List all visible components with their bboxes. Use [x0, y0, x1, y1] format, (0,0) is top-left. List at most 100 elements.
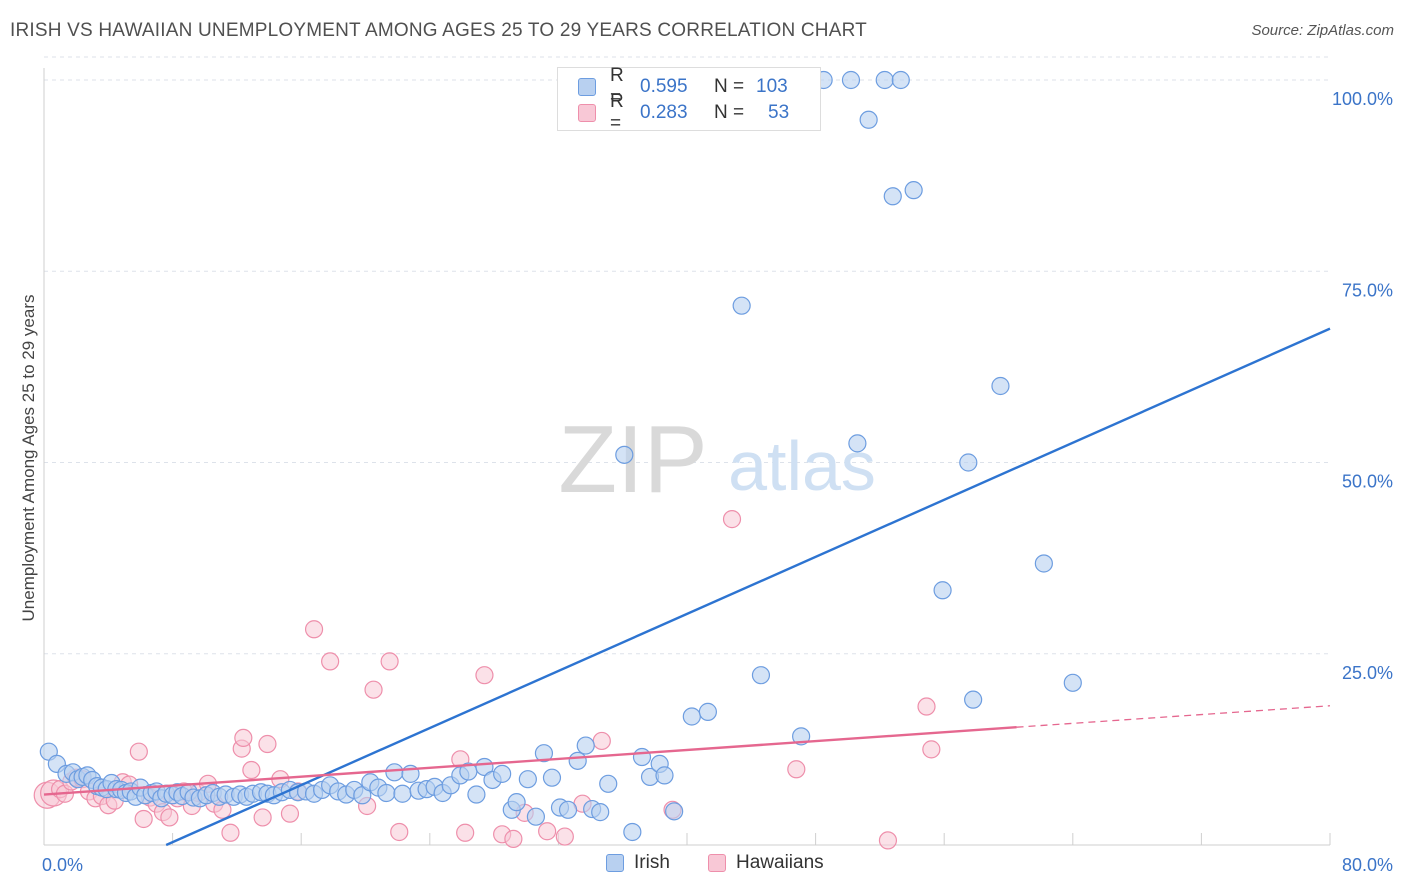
hawaiians-point	[280, 804, 300, 823]
irish-point	[682, 707, 701, 726]
irish-point	[385, 763, 404, 782]
bottom-irish-label: Irish	[634, 852, 670, 873]
hawaiians-point	[538, 822, 557, 841]
irish-point	[518, 770, 537, 789]
irish-point	[875, 70, 894, 90]
hawaiians-point	[475, 666, 494, 685]
hawaiians-point	[321, 652, 340, 671]
irish-point	[1034, 554, 1053, 573]
irish-point	[859, 110, 878, 129]
irish-trend-line	[165, 327, 1331, 847]
irish-point	[576, 736, 595, 755]
watermark: ZIP atlas	[558, 406, 876, 513]
hawaiians-point	[253, 808, 272, 827]
irish-point	[353, 786, 372, 805]
irish-point	[933, 581, 952, 600]
hawaiians-point	[917, 697, 936, 716]
hawaiians-point	[134, 809, 153, 829]
hawaiians-point	[555, 827, 574, 846]
hawaiians-point	[129, 742, 148, 761]
irish-swatch	[578, 78, 596, 96]
hawaiians-n-value: 53	[768, 102, 790, 123]
irish-point	[665, 802, 684, 821]
hawaiians-trend-extension	[1016, 705, 1331, 728]
bottom-legend-hawaiians: Hawaiians	[708, 852, 824, 874]
irish-point	[591, 803, 610, 822]
irish-point	[615, 445, 634, 464]
hawaiians-point	[234, 728, 253, 748]
irish-point	[991, 376, 1010, 396]
y-axis-label: Unemployment Among Ages 25 to 29 years	[19, 295, 38, 622]
irish-point	[467, 785, 486, 804]
irish-point	[841, 70, 861, 90]
irish-point	[526, 807, 545, 826]
hawaiians-point	[380, 652, 399, 671]
irish-point	[507, 793, 526, 812]
x-tick-label-min: 0.0%	[42, 855, 83, 875]
hawaiians-n-label: N =	[714, 102, 745, 123]
hawaiians-point	[160, 808, 179, 827]
bottom-legend-irish: Irish	[606, 852, 670, 874]
hawaiians-point	[722, 510, 742, 529]
hawaiians-point	[258, 734, 277, 754]
irish-point	[632, 747, 652, 767]
hawaiians-point	[456, 823, 475, 842]
irish-point	[558, 800, 578, 819]
legend-row-irish: R = 0.595 N = 103	[578, 65, 788, 108]
hawaiians-point	[390, 822, 409, 842]
hawaiians-r-label: R =	[610, 91, 624, 134]
y-tick-label-100: 100.0%	[1332, 89, 1393, 109]
y-tick-label-25: 25.0%	[1342, 663, 1393, 683]
irish-n-value: 103	[756, 76, 788, 97]
hawaiians-point	[787, 760, 806, 779]
stats-legend: R = 0.595 N = 103 R = 0.283 N = 53	[557, 65, 821, 134]
hawaiians-point	[364, 680, 383, 699]
chart-title: IRISH VS HAWAIIAN UNEMPLOYMENT AMONG AGE…	[10, 20, 867, 41]
irish-point	[959, 453, 978, 472]
irish-point	[732, 296, 751, 315]
irish-n-label: N =	[714, 76, 745, 97]
hawaiians-point	[221, 823, 240, 842]
irish-point	[904, 181, 923, 200]
irish-point	[751, 666, 771, 685]
hawaiians-point	[242, 760, 261, 780]
irish-point	[534, 744, 554, 763]
bottom-irish-swatch	[606, 854, 624, 872]
irish-point	[377, 783, 396, 803]
irish-point	[848, 434, 867, 453]
irish-point	[964, 690, 983, 709]
hawaiians-r-value: 0.283	[640, 102, 688, 123]
source-label: Source: ZipAtlas.com	[1251, 22, 1394, 39]
x-tick-label-max: 80.0%	[1342, 855, 1393, 875]
irish-point	[568, 751, 587, 770]
trend-lines	[43, 327, 1331, 847]
hawaiians-point	[922, 740, 941, 759]
hawaiians-trend-line	[43, 725, 1017, 796]
hawaiians-point	[304, 620, 324, 639]
irish-point	[883, 187, 902, 206]
grid-lines	[44, 56, 1330, 655]
irish-point	[493, 764, 512, 783]
bottom-hawaiians-swatch	[708, 854, 726, 872]
irish-point	[698, 702, 717, 721]
irish-point	[891, 70, 910, 90]
irish-point	[393, 784, 412, 803]
irish-point	[623, 822, 642, 842]
irish-point	[655, 766, 674, 785]
axes	[43, 68, 1331, 846]
irish-r-value: 0.595	[640, 76, 688, 97]
hawaiians-swatch	[578, 104, 596, 122]
irish-point	[542, 768, 562, 787]
axis-labels: 25.0% 50.0% 75.0% 100.0% 0.0% 80.0% Unemployme…	[19, 89, 1393, 875]
hawaiians-point	[504, 829, 523, 848]
irish-point	[1063, 673, 1082, 692]
y-tick-label-75: 75.0%	[1342, 280, 1393, 300]
legend-row-hawaiians: R = 0.283 N = 53	[578, 91, 790, 134]
y-tick-label-50: 50.0%	[1342, 472, 1393, 492]
irish-point	[599, 774, 618, 793]
hawaiians-point	[592, 731, 611, 751]
bottom-hawaiians-label: Hawaiians	[736, 852, 824, 873]
watermark-zip: ZIP	[558, 406, 707, 513]
irish-r-label: R =	[610, 65, 624, 108]
